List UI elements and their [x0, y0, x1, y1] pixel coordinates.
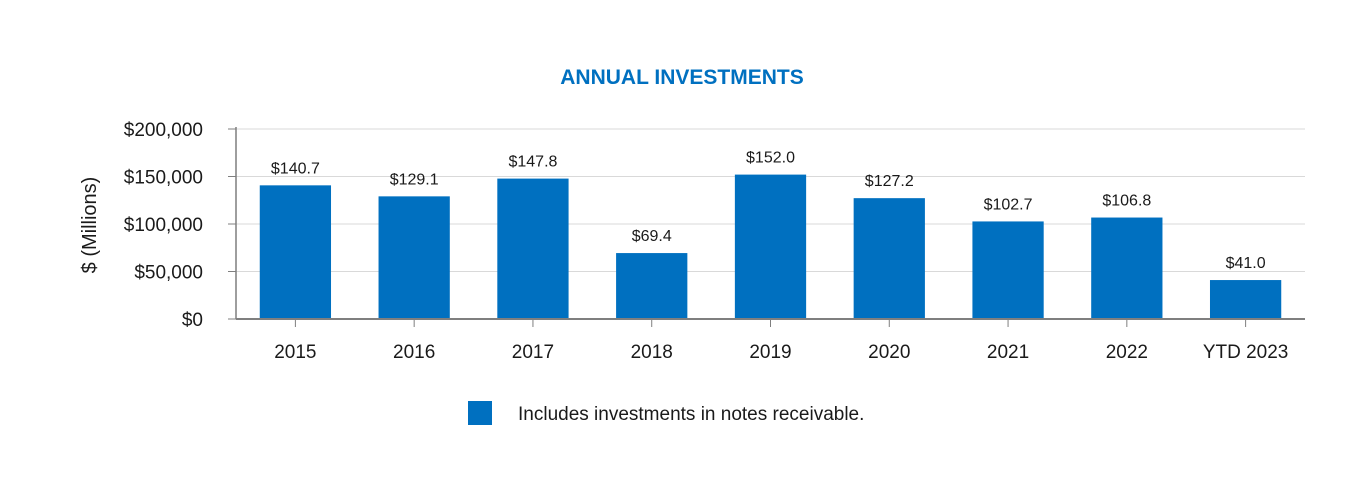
y-tick-label: $100,000	[124, 215, 203, 236]
data-label: $102.7	[984, 196, 1033, 213]
x-tick-label: 2022	[1106, 342, 1148, 363]
bar	[497, 178, 569, 319]
bar	[853, 198, 925, 319]
bar	[259, 185, 332, 319]
x-tick-label: 2021	[987, 342, 1029, 363]
x-tick-label: 2015	[274, 342, 316, 363]
x-tick-label: 2019	[749, 342, 791, 363]
y-axis-ticks: $0 $50,000 $100,000 $150,000 $200,000	[124, 120, 236, 331]
chart-title: ANNUAL INVESTMENTS	[560, 66, 803, 89]
legend-label: Includes investments in notes receivable…	[518, 404, 864, 425]
bar	[1209, 280, 1282, 319]
x-tick-label: 2018	[631, 342, 673, 363]
y-tick-label: $200,000	[124, 120, 203, 141]
y-tick-label: $50,000	[134, 263, 203, 284]
legend-swatch	[468, 401, 492, 425]
y-axis-label: $ (Millions)	[79, 177, 101, 274]
x-tick-label: 2017	[512, 342, 554, 363]
bar	[734, 174, 807, 319]
axes	[235, 127, 1305, 320]
x-tick-label: 2020	[868, 342, 910, 363]
bar	[972, 221, 1044, 319]
legend: Includes investments in notes receivable…	[468, 401, 864, 425]
data-label: $147.8	[508, 154, 557, 171]
data-label: $69.4	[632, 228, 672, 245]
bar	[616, 253, 688, 319]
data-label: $106.8	[1102, 193, 1151, 210]
bar	[1091, 217, 1163, 319]
x-tick-label: 2016	[393, 342, 435, 363]
data-label: $152.0	[746, 150, 795, 167]
bar	[378, 196, 450, 319]
data-labels: $140.7 $129.1 $147.8 $69.4 $152.0 $127.2 $102.…	[271, 150, 1266, 272]
y-tick-label: $0	[182, 310, 203, 331]
x-tick-label: YTD 2023	[1203, 342, 1289, 363]
data-label: $129.1	[390, 171, 439, 188]
data-label: $41.0	[1226, 255, 1266, 272]
bars	[259, 174, 1282, 319]
x-axis-ticks: 2015 2016 2017 2018 2019 2020 2021 2022 YTD 2023	[274, 319, 1288, 363]
y-tick-label: $150,000	[124, 168, 203, 189]
data-label: $140.7	[271, 160, 320, 177]
data-label: $127.2	[865, 173, 914, 190]
